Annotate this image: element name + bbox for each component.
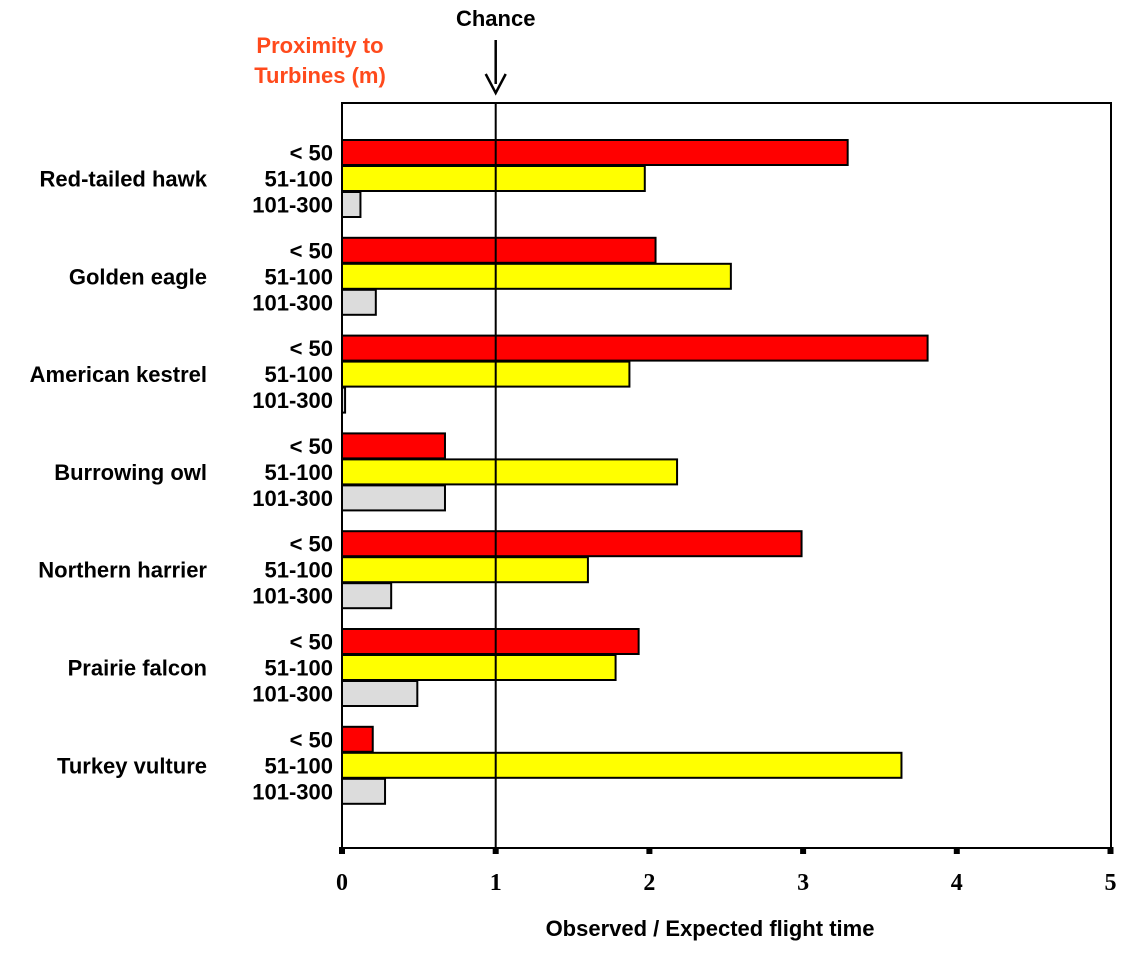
- bar-101-300: [341, 288, 377, 316]
- series-tick-label: 51-100: [264, 264, 333, 289]
- x-tick-label: 2: [643, 870, 655, 896]
- bar-51-100: [341, 458, 679, 486]
- bar-51-100: [341, 751, 903, 779]
- bar-lt50: [341, 628, 640, 655]
- series-tick-label: < 50: [290, 727, 333, 752]
- chance-arrow-icon: [484, 73, 507, 96]
- bar-lt50: [341, 139, 849, 166]
- x-tick-label: 0: [336, 870, 348, 896]
- category-label: Golden eagle: [69, 264, 207, 289]
- series-tick-label: < 50: [290, 238, 333, 263]
- series-tick-label: 101-300: [252, 290, 333, 315]
- series-tick-label: 51-100: [264, 753, 333, 778]
- series-tick-label: < 50: [290, 141, 333, 166]
- series-tick-label: 101-300: [252, 584, 333, 609]
- x-axis-title: Observed / Expected flight time: [546, 916, 875, 941]
- series-tick-label: 51-100: [264, 362, 333, 387]
- category-label: Red-tailed hawk: [40, 167, 208, 192]
- bar-51-100: [341, 654, 617, 681]
- x-tick-label: 3: [797, 870, 809, 896]
- x-tick-label: 4: [951, 870, 963, 896]
- series-tick-label: 51-100: [264, 167, 333, 192]
- category-label: American kestrel: [30, 362, 207, 387]
- bar-51-100: [341, 262, 732, 290]
- bar-101-300: [341, 386, 347, 414]
- category-label: Prairie falcon: [68, 656, 207, 681]
- category-label: Burrowing owl: [54, 460, 207, 485]
- series-tick-label: < 50: [290, 336, 333, 361]
- bar-lt50: [341, 432, 446, 460]
- series-tick-label: < 50: [290, 434, 333, 459]
- x-tick-label: 1: [490, 870, 502, 896]
- bar-101-300: [341, 484, 446, 512]
- bar-101-300: [341, 777, 387, 805]
- bar-lt50: [341, 725, 374, 753]
- bar-51-100: [341, 165, 646, 192]
- series-tick-label: < 50: [290, 532, 333, 557]
- bar-101-300: [341, 582, 393, 610]
- bar-lt50: [341, 236, 657, 264]
- bar-lt50: [341, 530, 803, 558]
- legend-title-line: Turbines (m): [254, 63, 386, 88]
- category-label: Turkey vulture: [57, 753, 207, 778]
- series-tick-label: 101-300: [252, 388, 333, 413]
- bar-lt50: [341, 334, 929, 362]
- chance-label: Chance: [456, 6, 535, 31]
- series-tick-label: 101-300: [252, 779, 333, 804]
- bar-101-300: [341, 680, 419, 707]
- bar-101-300: [341, 191, 362, 218]
- series-tick-label: 51-100: [264, 558, 333, 583]
- x-tick-label: 5: [1105, 870, 1117, 896]
- series-tick-label: 101-300: [252, 193, 333, 218]
- series-tick-label: 101-300: [252, 682, 333, 707]
- bar-51-100: [341, 556, 589, 584]
- category-label: Northern harrier: [38, 558, 207, 583]
- series-tick-label: 51-100: [264, 460, 333, 485]
- bar-51-100: [341, 360, 631, 388]
- series-tick-label: 51-100: [264, 656, 333, 681]
- legend-title-line: Proximity to: [256, 33, 383, 58]
- series-tick-label: < 50: [290, 630, 333, 655]
- series-tick-label: 101-300: [252, 486, 333, 511]
